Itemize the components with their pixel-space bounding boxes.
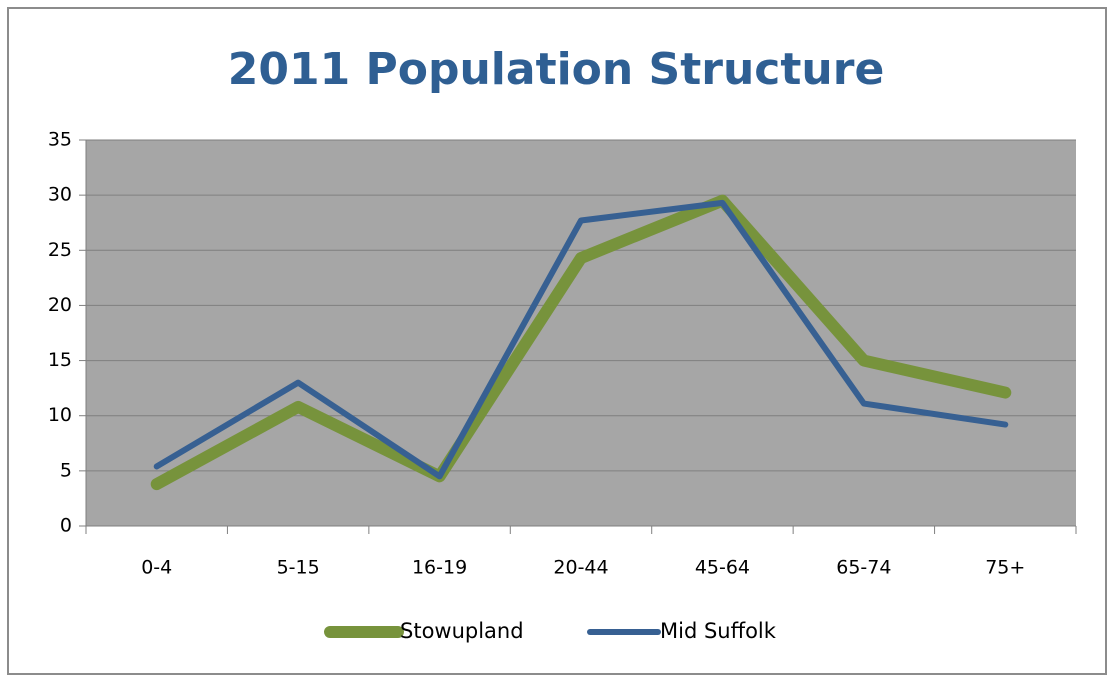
x-tick-label: 16-19 bbox=[412, 557, 467, 579]
series-line bbox=[150, 194, 1012, 491]
plot-area bbox=[86, 140, 1076, 526]
y-tick-label: 0 bbox=[60, 515, 72, 537]
y-tick-label: 5 bbox=[60, 459, 72, 481]
y-tick-label: 15 bbox=[48, 349, 72, 371]
series-line bbox=[153, 199, 1009, 480]
x-tick-label: 75+ bbox=[985, 557, 1025, 579]
legend-label: Stowupland bbox=[400, 619, 524, 643]
x-tick-label: 0-4 bbox=[141, 557, 172, 579]
x-tick-label: 5-15 bbox=[277, 557, 320, 579]
y-tick-label: 10 bbox=[48, 404, 72, 426]
x-tick-label: 65-74 bbox=[836, 557, 891, 579]
y-tick-label: 25 bbox=[48, 239, 72, 261]
x-tick-label: 45-64 bbox=[695, 557, 750, 579]
y-tick-label: 20 bbox=[48, 294, 72, 316]
y-tick-label: 30 bbox=[48, 184, 72, 206]
y-tick-label: 35 bbox=[48, 129, 72, 151]
x-tick-label: 20-44 bbox=[553, 557, 608, 579]
chart-title: 2011 Population Structure bbox=[228, 44, 885, 95]
legend-label: Mid Suffolk bbox=[660, 619, 777, 643]
